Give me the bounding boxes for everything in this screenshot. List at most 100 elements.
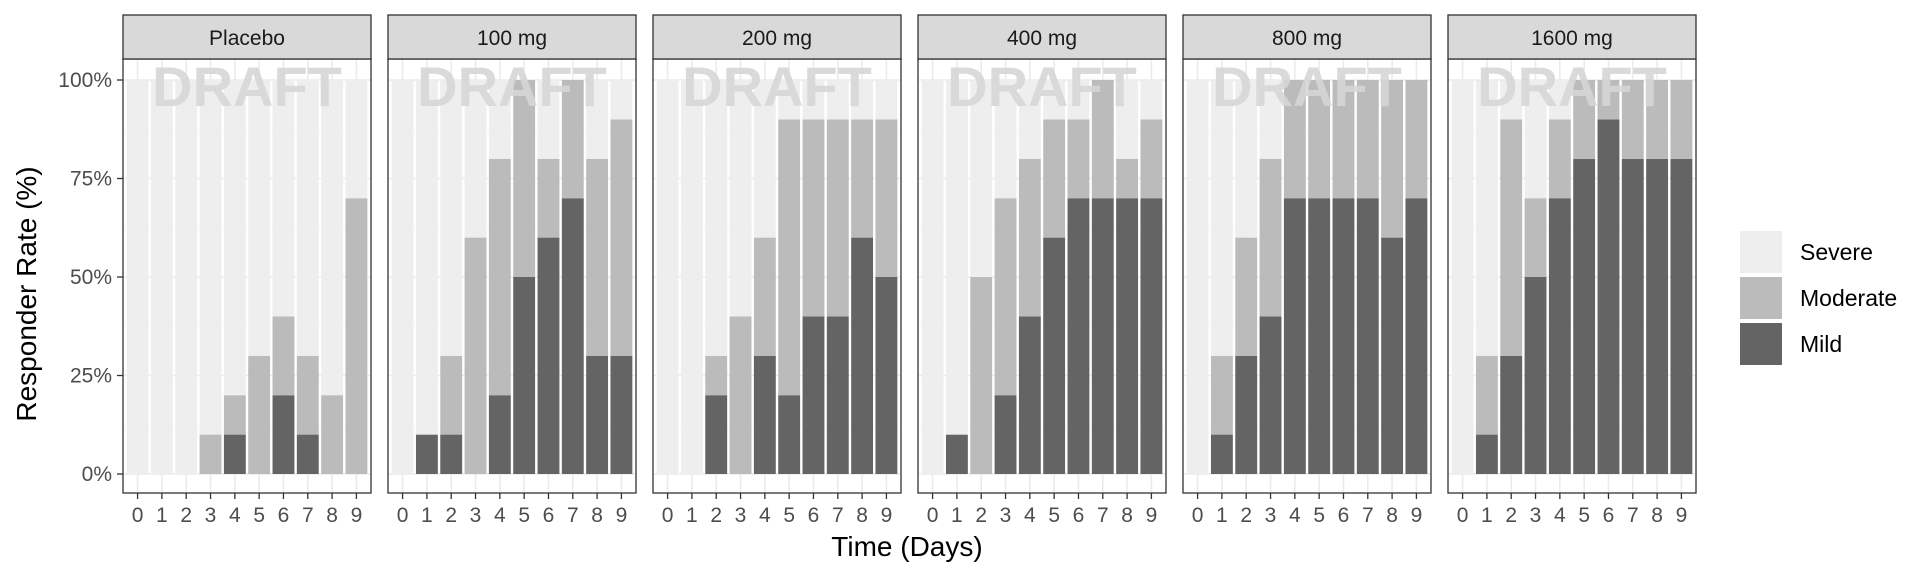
bar-severe: [1235, 80, 1258, 238]
legend: Severe Moderate Mild: [1740, 231, 1897, 365]
bar-moderate: [778, 119, 801, 396]
x-tick-label: 2: [975, 504, 987, 527]
x-tick-label: 8: [326, 504, 338, 527]
x-tick-label: 8: [1651, 504, 1663, 527]
bar-severe: [1186, 80, 1209, 474]
facet-strip-label: Placebo: [209, 27, 285, 50]
watermark-text: DRAFT: [1477, 55, 1667, 118]
bar-moderate: [1597, 80, 1620, 120]
bar-mild: [945, 434, 968, 474]
x-tick-label: 4: [1289, 504, 1301, 527]
bar-severe: [680, 80, 703, 474]
x-tick-label: 3: [470, 504, 482, 527]
x-tick-label: 4: [229, 504, 241, 527]
facet-strip-label: 400 mg: [1007, 27, 1077, 50]
bar-severe: [126, 80, 149, 474]
bar-mild: [1308, 198, 1331, 474]
bar-severe: [656, 80, 679, 474]
facet-strip: [122, 14, 372, 60]
x-tick-label: 1: [156, 504, 168, 527]
bar-severe: [778, 80, 801, 120]
facet-strip-label: 200 mg: [742, 27, 812, 50]
bar-moderate: [753, 237, 776, 356]
bar-mild: [851, 237, 874, 474]
bar-severe: [851, 80, 874, 120]
bar-moderate: [1116, 158, 1139, 199]
facet-strip-label: 1600 mg: [1531, 27, 1613, 50]
bar-mild: [440, 434, 463, 474]
bar-severe: [296, 80, 319, 356]
legend-label: Severe: [1800, 239, 1873, 265]
x-tick-label: 9: [351, 504, 363, 527]
x-tick-label: 1: [421, 504, 433, 527]
facet-strip-label: 100 mg: [477, 27, 547, 50]
legend-label: Moderate: [1800, 285, 1897, 311]
bar-mild: [1621, 158, 1644, 475]
x-tick-label: 2: [180, 504, 192, 527]
bar-severe: [537, 80, 560, 159]
x-tick-label: 5: [518, 504, 530, 527]
facet-strip: [917, 14, 1167, 60]
x-tick-label: 1: [1216, 504, 1228, 527]
bar-mild: [610, 355, 633, 474]
facet-strip: [387, 14, 637, 60]
bar-moderate: [1670, 80, 1693, 159]
x-tick-label: 4: [759, 504, 771, 527]
bar-severe: [1018, 80, 1041, 159]
x-tick-label: 6: [278, 504, 290, 527]
bar-moderate: [1332, 80, 1355, 199]
facet-strip: [652, 14, 902, 60]
bar-mild: [753, 355, 776, 474]
bar-moderate: [1646, 80, 1669, 159]
y-tick-label: 75%: [70, 168, 112, 191]
bar-moderate: [1621, 80, 1644, 159]
bar-moderate: [464, 237, 487, 474]
y-tick-label: 100%: [58, 69, 112, 92]
x-tick-label: 9: [1411, 504, 1423, 527]
y-tick-label: 25%: [70, 365, 112, 388]
bar-severe: [415, 80, 438, 435]
bar-mild: [1140, 198, 1163, 474]
x-tick-label: 5: [1313, 504, 1325, 527]
watermark-text: DRAFT: [152, 55, 342, 118]
bar-mild: [1670, 158, 1693, 475]
bar-mild: [1043, 237, 1066, 474]
bar-moderate: [970, 277, 993, 474]
bar-moderate: [851, 119, 874, 238]
bar-moderate: [705, 355, 728, 396]
facet-panel: DRAFT Placebo 0 1 2 3 4 5 6 7 8 9 0% 25% 50% 75% 100%: [58, 14, 372, 527]
bar-moderate: [537, 158, 560, 238]
bar-moderate: [513, 80, 536, 277]
bar-moderate: [586, 158, 609, 356]
bar-mild: [1548, 198, 1571, 474]
facet-strip: [1182, 14, 1432, 60]
bar-mild: [1500, 355, 1523, 474]
facet-panel: DRAFT 800 mg 0 1 2 3 4 5 6 7 8 9: [1182, 14, 1432, 527]
bar-severe: [1524, 80, 1547, 199]
x-tick-label: 2: [710, 504, 722, 527]
bar-mild: [513, 277, 536, 474]
bar-severe: [1067, 80, 1090, 120]
bar-severe: [921, 80, 944, 474]
x-tick-label: 2: [1505, 504, 1517, 527]
bar-severe: [175, 80, 198, 474]
bar-moderate: [1548, 119, 1571, 199]
x-tick-label: 1: [951, 504, 963, 527]
bar-severe: [945, 80, 968, 435]
bar-severe: [1116, 80, 1139, 159]
bar-mild: [1381, 237, 1404, 474]
bar-mild: [1646, 158, 1669, 475]
x-tick-label: 7: [1097, 504, 1109, 527]
bar-mild: [1475, 434, 1498, 474]
x-tick-label: 8: [856, 504, 868, 527]
bar-severe: [1140, 80, 1163, 120]
bar-severe: [1210, 80, 1233, 356]
x-tick-label: 2: [1240, 504, 1252, 527]
x-tick-label: 5: [1578, 504, 1590, 527]
x-tick-label: 3: [735, 504, 747, 527]
bar-severe: [1259, 80, 1282, 159]
x-tick-label: 6: [1338, 504, 1350, 527]
bar-moderate: [875, 119, 898, 278]
bar-severe: [345, 80, 368, 199]
